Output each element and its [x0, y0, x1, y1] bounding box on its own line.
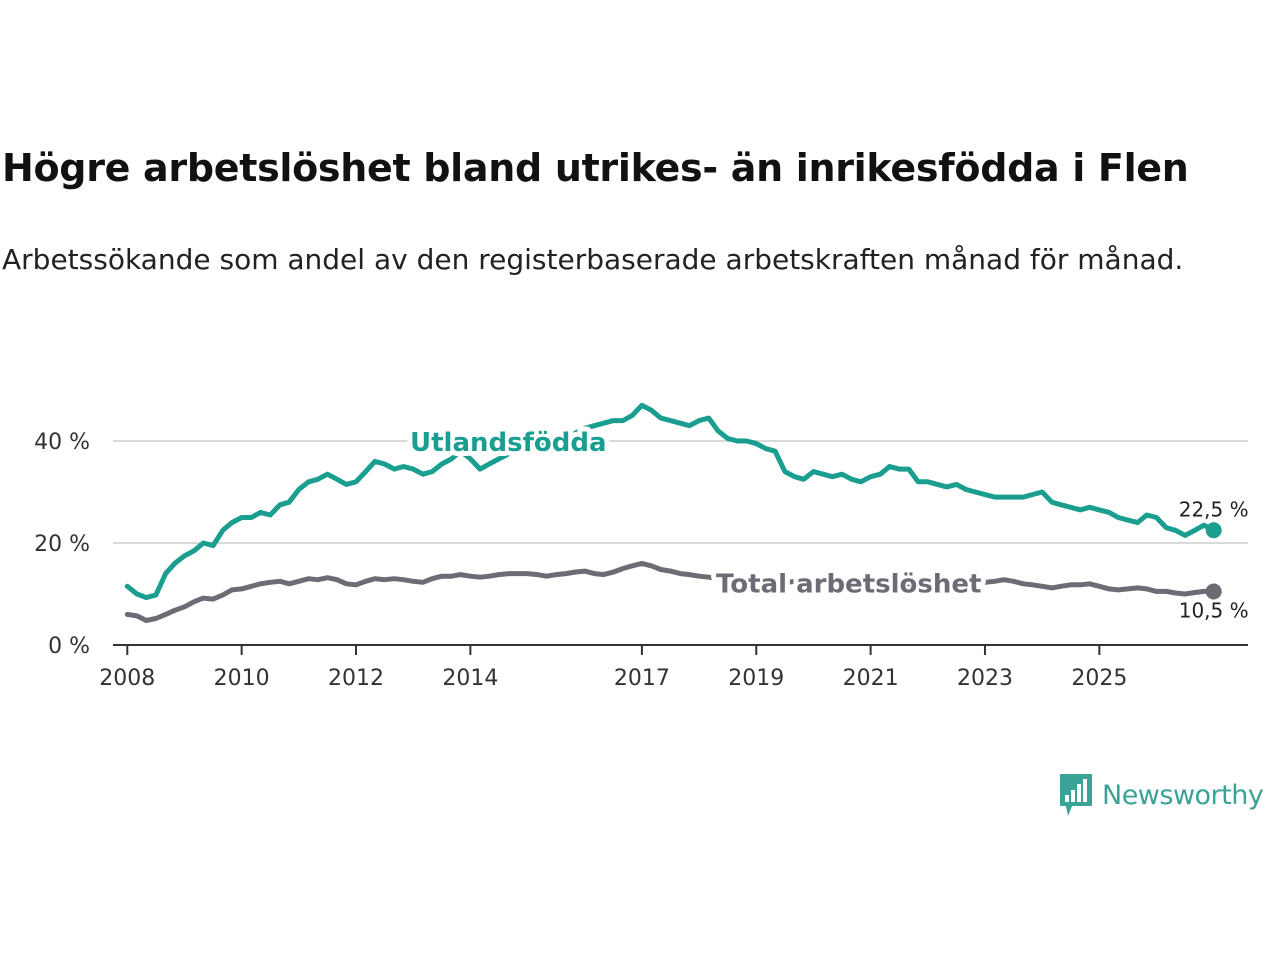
y-axis: 0 % 20 % 40 %	[34, 430, 90, 659]
line-chart: 0 % 20 % 40 % 2008 2010 2012 2014 2017 2019 2021…	[34, 402, 1249, 691]
x-tick-label: 2019	[728, 666, 784, 691]
y-tick-label: 0 %	[48, 634, 90, 659]
x-tick-label: 2008	[99, 666, 155, 691]
series-label-total: Total arbetslöshet	[716, 569, 981, 599]
x-tick-label: 2025	[1071, 666, 1127, 691]
chart-subtitle: Arbetssökande som andel av den registerb…	[2, 243, 1184, 276]
x-axis: 2008 2010 2012 2014 2017 2019 2021 2023 2025	[99, 644, 1248, 691]
series-lines	[124, 402, 1217, 623]
x-tick-label: 2014	[442, 666, 498, 691]
x-tick-label: 2012	[328, 666, 384, 691]
end-value-label: 22,5 %	[1179, 497, 1249, 521]
brand-name: Newsworthy	[1102, 779, 1264, 811]
brand-logo[interactable]: Newsworthy	[1058, 772, 1264, 818]
end-value-label: 10,5 %	[1179, 598, 1249, 622]
end-marker	[1205, 583, 1222, 600]
x-tick-label: 2017	[614, 666, 670, 691]
end-marker	[1205, 522, 1222, 539]
series-label-halo: Utlandsfödda	[410, 428, 607, 458]
gridlines	[113, 440, 1248, 544]
y-tick-label: 40 %	[34, 430, 90, 455]
series-label-halo: Total arbetslöshet	[716, 569, 981, 599]
end-markers: 22,5 % 10,5 %	[1179, 497, 1249, 622]
x-tick-label: 2010	[214, 666, 270, 691]
x-tick-label: 2021	[843, 666, 899, 691]
x-tick-label: 2023	[957, 666, 1013, 691]
newsworthy-logo-icon	[1060, 774, 1092, 816]
series-line-utlandsfodda	[124, 402, 1217, 601]
y-tick-label: 20 %	[34, 532, 90, 557]
chart-title: Högre arbetslöshet bland utrikes- än inr…	[2, 146, 1189, 190]
series-line-total	[124, 560, 1217, 623]
series-label-utlandsfodda: Utlandsfödda	[410, 428, 607, 458]
